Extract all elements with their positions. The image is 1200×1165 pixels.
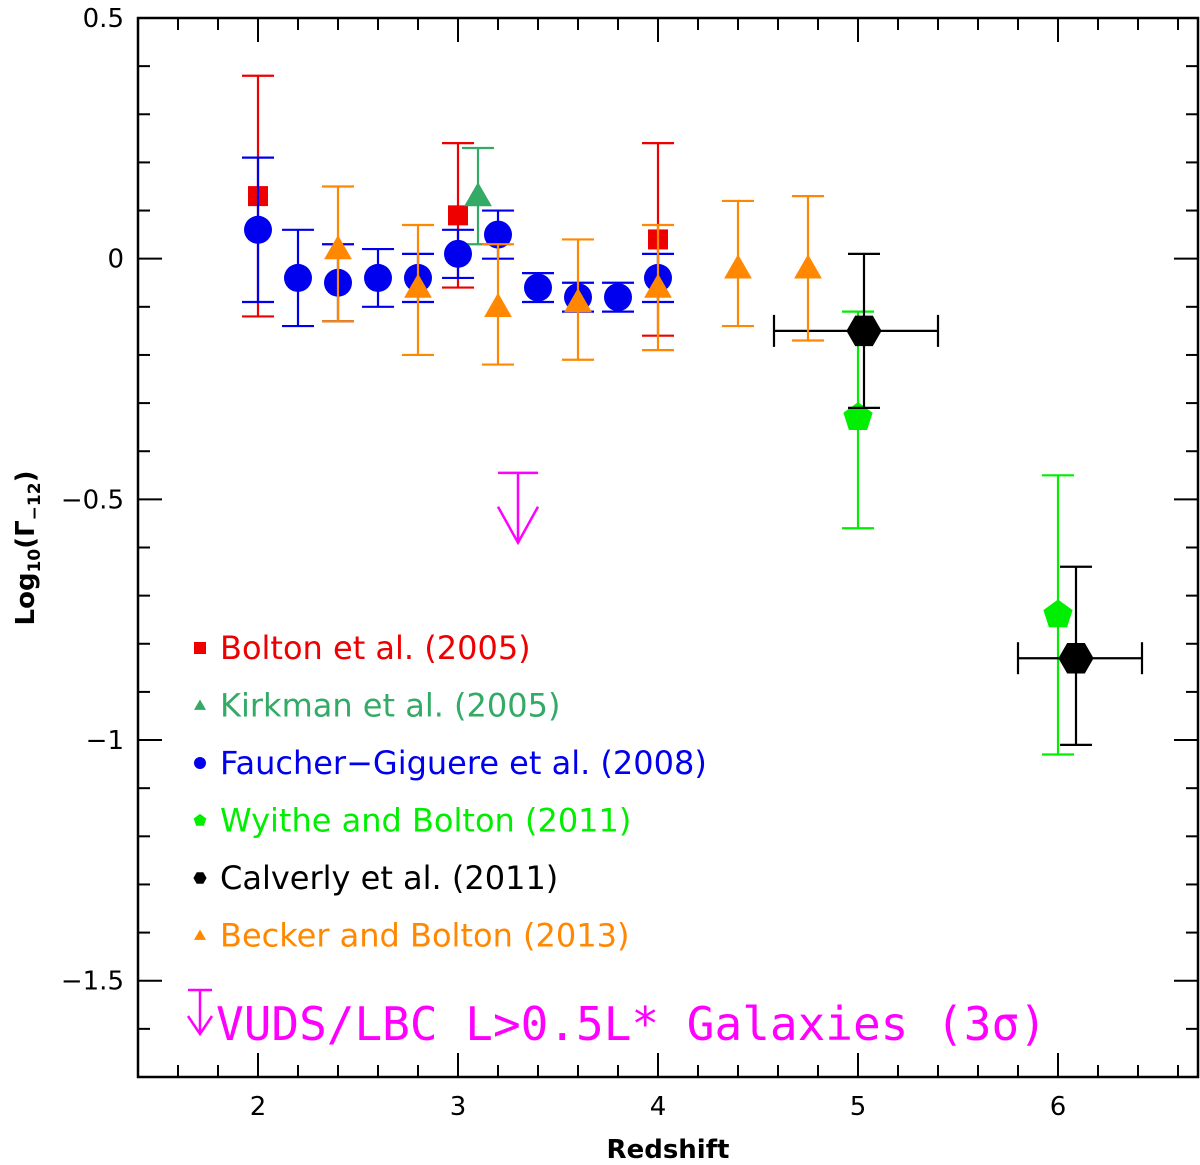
limit-arrow-head bbox=[496, 506, 540, 546]
data-point bbox=[564, 288, 592, 313]
data-point bbox=[1043, 599, 1073, 628]
y-tick-label: −0.5 bbox=[61, 485, 124, 515]
legend-label: Kirkman et al. (2005) bbox=[220, 687, 560, 725]
data-point bbox=[524, 273, 552, 302]
legend-label: Bolton et al. (2005) bbox=[220, 629, 531, 667]
x-tick-label: 5 bbox=[850, 1092, 867, 1122]
data-point bbox=[464, 182, 492, 207]
legend-item-vuds: VUDS/LBC L>0.5L* Galaxies (3σ) bbox=[186, 988, 1047, 1051]
legend-item: Becker and Bolton (2013) bbox=[194, 917, 629, 955]
y-axis-title-close: ) bbox=[11, 471, 41, 483]
legend-label: Calverly et al. (2011) bbox=[220, 859, 558, 897]
data-point bbox=[404, 273, 432, 298]
y-axis-title-subscript: 10 bbox=[25, 549, 45, 573]
legend-item: Kirkman et al. (2005) bbox=[194, 687, 560, 725]
data-point bbox=[284, 263, 312, 292]
data-point bbox=[1058, 643, 1094, 674]
legend-label: Faucher−Giguere et al. (2008) bbox=[220, 744, 707, 782]
data-point bbox=[444, 239, 472, 268]
legend-item: Faucher−Giguere et al. (2008) bbox=[194, 744, 707, 782]
data-point bbox=[794, 254, 822, 279]
data-point bbox=[846, 315, 882, 347]
legend-marker bbox=[193, 872, 207, 884]
y-axis-title: Log10(Γ−12) bbox=[11, 471, 45, 626]
data-layer bbox=[242, 74, 1144, 756]
limit-arrow-head bbox=[186, 1015, 214, 1037]
x-tick-label: 6 bbox=[1050, 1092, 1067, 1122]
data-point bbox=[324, 235, 352, 260]
legend-item: Bolton et al. (2005) bbox=[194, 629, 531, 667]
series-5 bbox=[322, 185, 824, 366]
data-point bbox=[364, 263, 392, 292]
series-4 bbox=[772, 252, 1144, 746]
x-tick-label: 4 bbox=[650, 1092, 667, 1122]
y-axis-title-gamma: (Γ bbox=[11, 520, 41, 548]
data-point bbox=[604, 283, 632, 312]
legend-marker bbox=[194, 699, 206, 710]
x-tick-label: 3 bbox=[450, 1092, 467, 1122]
data-point bbox=[244, 215, 272, 244]
series-3 bbox=[842, 310, 1074, 756]
legend-item: Wyithe and Bolton (2011) bbox=[193, 802, 631, 840]
x-tick-label: 2 bbox=[250, 1092, 267, 1122]
legend-item: Calverly et al. (2011) bbox=[193, 859, 558, 897]
y-tick-label: −1.5 bbox=[61, 967, 124, 997]
axes-layer: 2 3 4 5 6 0.5 0 −0.5 −1 −1.5 bbox=[61, 4, 1200, 1122]
data-point bbox=[724, 254, 752, 279]
data-point bbox=[484, 292, 512, 317]
data-point bbox=[484, 220, 512, 249]
y-axis-title-gamma-subscript: −12 bbox=[25, 482, 45, 520]
y-axis-title-main: Log bbox=[11, 572, 41, 625]
data-point bbox=[843, 402, 873, 430]
x-axis-title: Redshift bbox=[607, 1135, 730, 1165]
legend-label: Becker and Bolton (2013) bbox=[220, 917, 629, 955]
upper-limit bbox=[496, 471, 540, 546]
y-tick-label: 0.5 bbox=[83, 4, 124, 34]
data-point bbox=[644, 273, 672, 298]
data-point bbox=[448, 205, 468, 226]
y-tick-label: −1 bbox=[86, 726, 124, 756]
legend-label-vuds: VUDS/LBC L>0.5L* Galaxies (3σ) bbox=[216, 997, 1047, 1051]
legend-marker bbox=[194, 929, 206, 940]
legend-marker bbox=[193, 813, 207, 826]
legend: Bolton et al. (2005) Kirkman et al. (2005… bbox=[186, 629, 1047, 1051]
legend-label: Wyithe and Bolton (2011) bbox=[220, 802, 631, 840]
legend-marker bbox=[194, 757, 206, 769]
y-tick-label: 0 bbox=[107, 245, 124, 275]
legend-marker bbox=[194, 642, 206, 654]
